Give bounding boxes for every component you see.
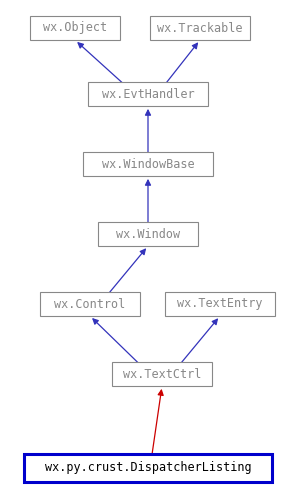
Text: wx.Trackable: wx.Trackable xyxy=(157,22,243,34)
Text: wx.TextEntry: wx.TextEntry xyxy=(177,297,263,310)
Text: wx.py.crust.DispatcherListing: wx.py.crust.DispatcherListing xyxy=(45,462,251,474)
Text: wx.Control: wx.Control xyxy=(54,297,126,310)
Text: wx.Object: wx.Object xyxy=(43,22,107,34)
Bar xyxy=(24,454,272,482)
Bar xyxy=(30,16,120,40)
Bar xyxy=(83,152,213,176)
Bar xyxy=(88,82,208,106)
Bar xyxy=(98,222,198,246)
Text: wx.Window: wx.Window xyxy=(116,227,180,240)
Bar xyxy=(150,16,250,40)
Text: wx.EvtHandler: wx.EvtHandler xyxy=(102,88,194,100)
Bar xyxy=(40,292,140,316)
Text: wx.WindowBase: wx.WindowBase xyxy=(102,157,194,170)
Text: wx.TextCtrl: wx.TextCtrl xyxy=(123,367,201,381)
Bar xyxy=(112,362,212,386)
Bar xyxy=(165,292,275,316)
